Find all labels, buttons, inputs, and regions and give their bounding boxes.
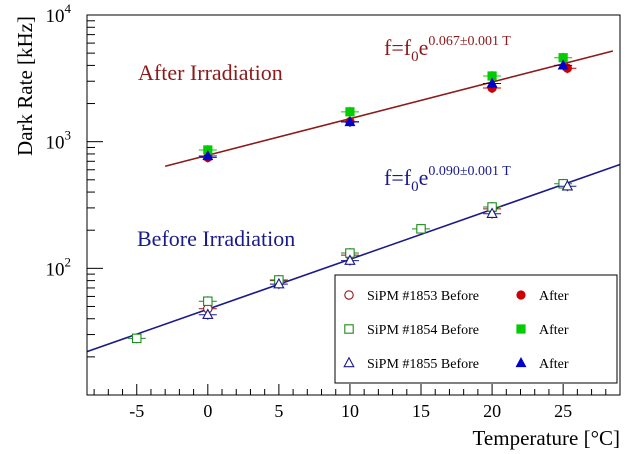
open-square-marker bbox=[416, 224, 426, 234]
data-point bbox=[269, 277, 288, 290]
filled-square-legend-marker bbox=[516, 324, 526, 334]
x-tick-label: 25 bbox=[554, 401, 572, 421]
y-axis-label: Dark Rate [kHz] bbox=[13, 16, 37, 156]
data-point bbox=[340, 254, 359, 266]
legend-label: After bbox=[539, 323, 569, 338]
legend-entry: SiPM #1853 Before bbox=[344, 289, 479, 304]
legend-entry: SiPM #1854 Before bbox=[344, 323, 479, 338]
open-triangle-marker bbox=[561, 179, 574, 191]
filled-triangle-legend-marker bbox=[515, 356, 527, 368]
data-point bbox=[127, 333, 146, 344]
legend-entry: SiPM #1855 Before bbox=[343, 356, 479, 372]
legend-label: SiPM #1855 Before bbox=[367, 357, 479, 372]
open-circle-legend-marker bbox=[344, 290, 354, 300]
x-tick-label: 20 bbox=[483, 401, 501, 421]
x-tick-label: 0 bbox=[203, 401, 212, 421]
data-point bbox=[198, 308, 217, 320]
open-square-marker bbox=[203, 296, 213, 306]
open-triangle-legend-marker bbox=[343, 356, 355, 368]
legend-entry: After bbox=[515, 356, 569, 372]
data-point bbox=[340, 115, 359, 127]
open-triangle-marker bbox=[344, 254, 356, 265]
x-tick-label: 5 bbox=[274, 401, 283, 421]
filled-triangle-marker bbox=[486, 77, 498, 88]
fit-equation-text: f=f0e0.090±0.001 T bbox=[384, 164, 511, 195]
x-tick-label: -5 bbox=[129, 401, 144, 421]
data-point bbox=[483, 207, 502, 219]
after-irradiation-annotation: After Irradiation bbox=[138, 60, 283, 85]
legend-entry: After bbox=[516, 323, 569, 338]
filled-triangle-marker bbox=[557, 59, 569, 70]
data-point bbox=[483, 77, 502, 89]
x-tick-label: 10 bbox=[341, 401, 359, 421]
before-irradiation-annotation: Before Irradiation bbox=[137, 226, 295, 251]
legend-label: SiPM #1853 Before bbox=[367, 289, 479, 304]
open-triangle-marker bbox=[486, 207, 498, 218]
data-point bbox=[554, 59, 573, 71]
filled-square-marker bbox=[345, 107, 355, 117]
open-triangle-marker bbox=[273, 277, 285, 289]
plot-frame bbox=[86, 14, 621, 396]
legend-label: After bbox=[539, 289, 569, 304]
filled-triangle-marker bbox=[202, 150, 214, 161]
data-point bbox=[412, 223, 431, 234]
data-point bbox=[198, 150, 217, 162]
filled-circle-legend-marker bbox=[516, 290, 526, 300]
legend: SiPM #1853 Before After SiPM #1854 Before A… bbox=[334, 274, 618, 384]
data-point bbox=[198, 296, 217, 307]
legend-box bbox=[334, 274, 618, 384]
open-triangle-marker bbox=[202, 308, 214, 320]
open-square-marker bbox=[131, 333, 142, 344]
open-square-legend-marker bbox=[344, 324, 354, 334]
y-tick-label: 103 bbox=[46, 128, 72, 154]
x-axis-label: Temperature [°C] bbox=[473, 426, 620, 450]
data-points bbox=[127, 52, 577, 344]
data-point bbox=[558, 179, 577, 192]
legend-entry: After bbox=[516, 289, 569, 304]
filled-triangle-marker bbox=[344, 115, 356, 127]
legend-label: SiPM #1854 Before bbox=[367, 323, 479, 338]
x-tick-label: 15 bbox=[412, 401, 430, 421]
before-fit-equation: f=f0e0.090±0.001 T bbox=[384, 164, 511, 195]
after-fit-line bbox=[164, 50, 614, 167]
legend-label: After bbox=[539, 357, 569, 372]
